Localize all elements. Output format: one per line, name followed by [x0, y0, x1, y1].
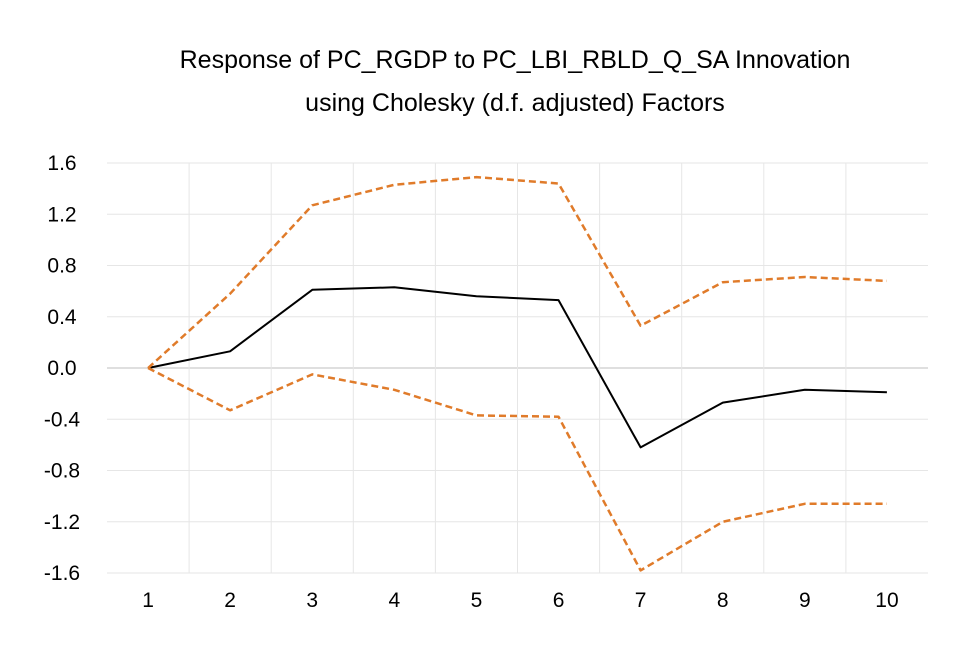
x-tick-label: 4	[389, 589, 401, 612]
chart-title: Response of PC_RGDP to PC_LBI_RBLD_Q_SA …	[180, 46, 851, 74]
x-tick-label: 8	[717, 589, 729, 612]
y-tick-label: -1.6	[44, 562, 80, 585]
confidence-band-line	[147, 366, 887, 572]
x-tick-label: 1	[142, 589, 154, 612]
confidence-band-line	[147, 175, 887, 369]
x-tick-label: 10	[875, 589, 898, 612]
x-tick-label: 9	[799, 589, 811, 612]
x-tick-label: 6	[553, 589, 565, 612]
y-tick-label: 0.0	[47, 357, 76, 380]
x-axis-ticks: 1 2 3 4 5 6 7 8 9 10	[142, 589, 898, 612]
gridlines	[107, 162, 928, 574]
y-tick-label: -0.8	[44, 460, 80, 483]
y-tick-label: -1.2	[44, 511, 80, 534]
y-axis-ticks: 1.6 1.2 0.8 0.4 0.0 -0.4 -0.8 -1.2 -1.6	[44, 152, 81, 585]
x-tick-label: 7	[635, 589, 647, 612]
chart-subtitle: using Cholesky (d.f. adjusted) Factors	[305, 89, 725, 117]
x-tick-label: 5	[471, 589, 483, 612]
x-tick-label: 2	[224, 589, 236, 612]
y-tick-label: 1.6	[47, 152, 76, 175]
series-lines	[147, 175, 887, 572]
y-tick-label: 0.4	[47, 306, 77, 329]
y-tick-label: -0.4	[44, 408, 81, 431]
y-tick-label: 0.8	[47, 255, 76, 278]
x-tick-label: 3	[306, 589, 318, 612]
response-line	[147, 286, 887, 449]
y-tick-label: 1.2	[47, 203, 76, 226]
